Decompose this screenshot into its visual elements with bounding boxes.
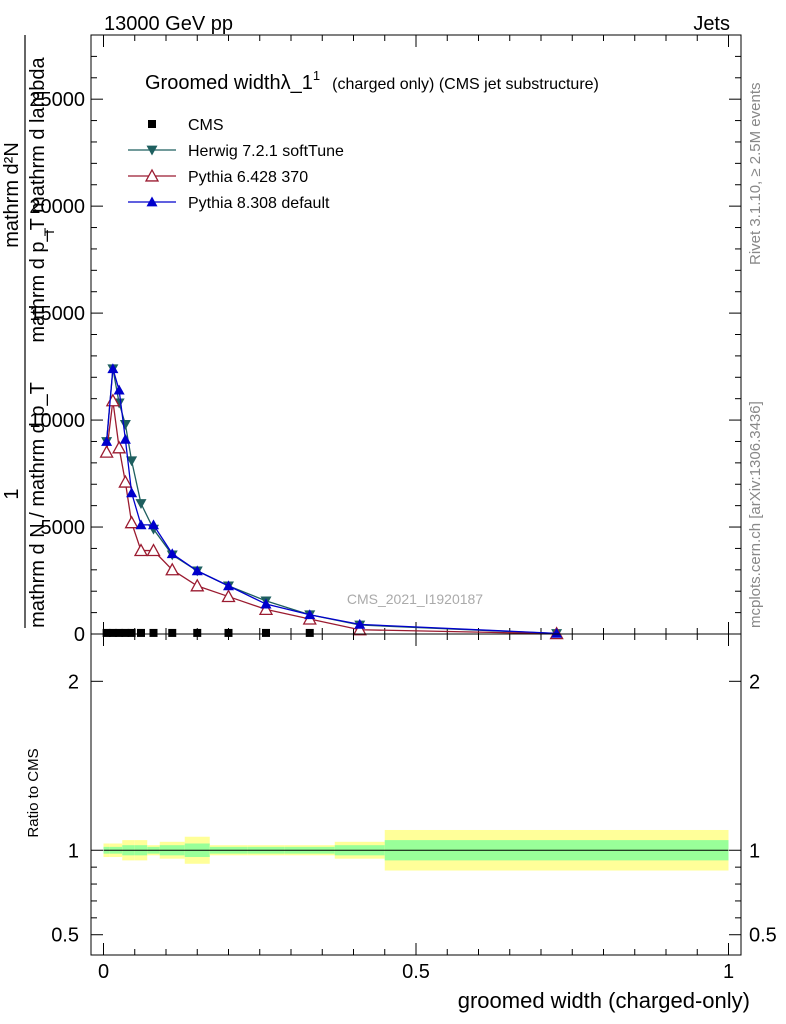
ylabel-prefix: 1 [1,488,23,499]
data-point [262,628,270,637]
data-point [551,627,563,638]
data-point [102,628,111,637]
series-line [105,368,557,635]
title-rest: (charged only) (CMS jet substructure) [332,76,599,93]
data-point [115,628,124,637]
ratio-frame [90,633,742,956]
main-panel: 0 5000 10000 15000 20000 25000 CMS_2021_I1920… [29,34,742,646]
data-point [127,628,136,637]
data-point [191,565,203,576]
legend-label: Pythia 8.308 default [188,195,330,212]
legend-marker [144,168,160,182]
data-point [221,589,236,603]
series-1 [101,364,563,639]
x-tick-label: 1 [723,961,734,983]
data-point [304,609,316,620]
data-point [119,419,131,430]
ratio-axes: 0.5 0.5 1 1 2 2 0 0.5 1 [51,634,777,983]
title-main: Groomed width [145,72,281,94]
series-3 [101,363,563,638]
y-tick-label: 5000 [41,517,86,539]
rivet-label: Rivet 3.1.10, ≥ 2.5M events [747,83,764,266]
data-point [193,628,202,637]
data-point [165,562,180,576]
y-tick-label: 0 [74,624,85,646]
analysis-watermark: CMS_2021_I1920187 [347,591,483,607]
title-symbol: λ_1 [281,72,313,94]
ratio-y-tick-label-right: 1 [749,840,760,862]
series-2 [99,393,564,640]
data-point [305,628,314,637]
ylabel-upper-subscript: T [41,227,57,236]
main-bands: 0 5000 10000 15000 20000 25000 [29,34,741,646]
x-tick-label: 0 [98,961,109,983]
data-point [135,499,147,510]
x-tick-label: 0.5 [402,961,430,983]
data-point [190,578,205,592]
legend-marker [148,120,156,128]
data-point [260,598,272,609]
legend: CMS Herwig 7.2.1 softTune Pythia 6.428 370… [128,117,344,212]
y-tick-label: 15000 [29,303,85,325]
data-point [112,440,127,454]
series-line [105,400,557,635]
data-point [119,433,131,444]
legend-label: Herwig 7.2.1 softTune [188,143,344,160]
data-point [352,622,367,636]
data-point [168,628,177,637]
ylabel-upper-numerator: mathrm d²N [1,142,23,248]
data-point [108,628,117,637]
title-superscript: 1 [313,68,320,83]
ylabel-upper-denominator: mathrm d p_T mathrm d lambda [27,56,49,342]
collision-label: 13000 GeV pp [104,13,233,35]
data-point [133,543,149,557]
data-point [166,548,178,559]
ratio-ylabel: Ratio to CMS [25,748,42,837]
y-tick-label: 25000 [29,89,85,111]
y-tick-label: 10000 [29,410,85,432]
ratio-y-tick-label: 2 [68,671,79,693]
legend-label: CMS [188,117,224,134]
series-line [105,368,557,635]
data-point [126,456,138,467]
ratio-panel: 0.5 0.5 1 1 2 2 0 0.5 1 Ratio to CMS [25,633,777,983]
data-point [121,628,130,637]
data-point [354,618,366,629]
legend-marker [146,196,158,207]
ratio-bands [103,829,729,871]
process-label: Jets [693,13,730,35]
series-0 [102,628,314,637]
data-point [113,384,125,395]
legend-marker [146,145,158,156]
ratio-y-tick-label-right: 2 [749,671,760,693]
x-axis-label: groomed width (charged-only) [458,988,750,1013]
data-point [99,444,114,458]
data-point [135,519,147,530]
legend-label: Pythia 6.428 370 [188,169,308,186]
plot-title: Groomed widthλ_11 (charged only) (CMS jet… [145,68,599,94]
data-point [148,519,159,530]
data-point [146,543,161,557]
data-point [224,628,233,637]
ratio-y-tick-label: 0.5 [51,925,79,947]
ratio-y-tick-label: 1 [68,840,79,862]
data-point [107,363,119,374]
ratio-y-tick-label-right: 0.5 [749,925,777,947]
y-tick-label: 20000 [29,196,85,218]
main-ylabel: 1 mathrm d N / mathrm d p_T mathrm d²N m… [1,35,57,628]
data-point [124,515,139,529]
data-point [149,628,158,637]
ylabel-denominator: mathrm d N / mathrm d p_T [27,382,49,628]
data-point [258,602,274,615]
data-point [101,435,113,446]
main-series [99,363,564,640]
data-point [137,628,145,637]
data-point [223,580,234,591]
mcplots-label: mcplots.cern.ch [arXiv:1306.3436] [747,401,764,628]
data-point [118,474,133,488]
data-point [126,487,138,498]
